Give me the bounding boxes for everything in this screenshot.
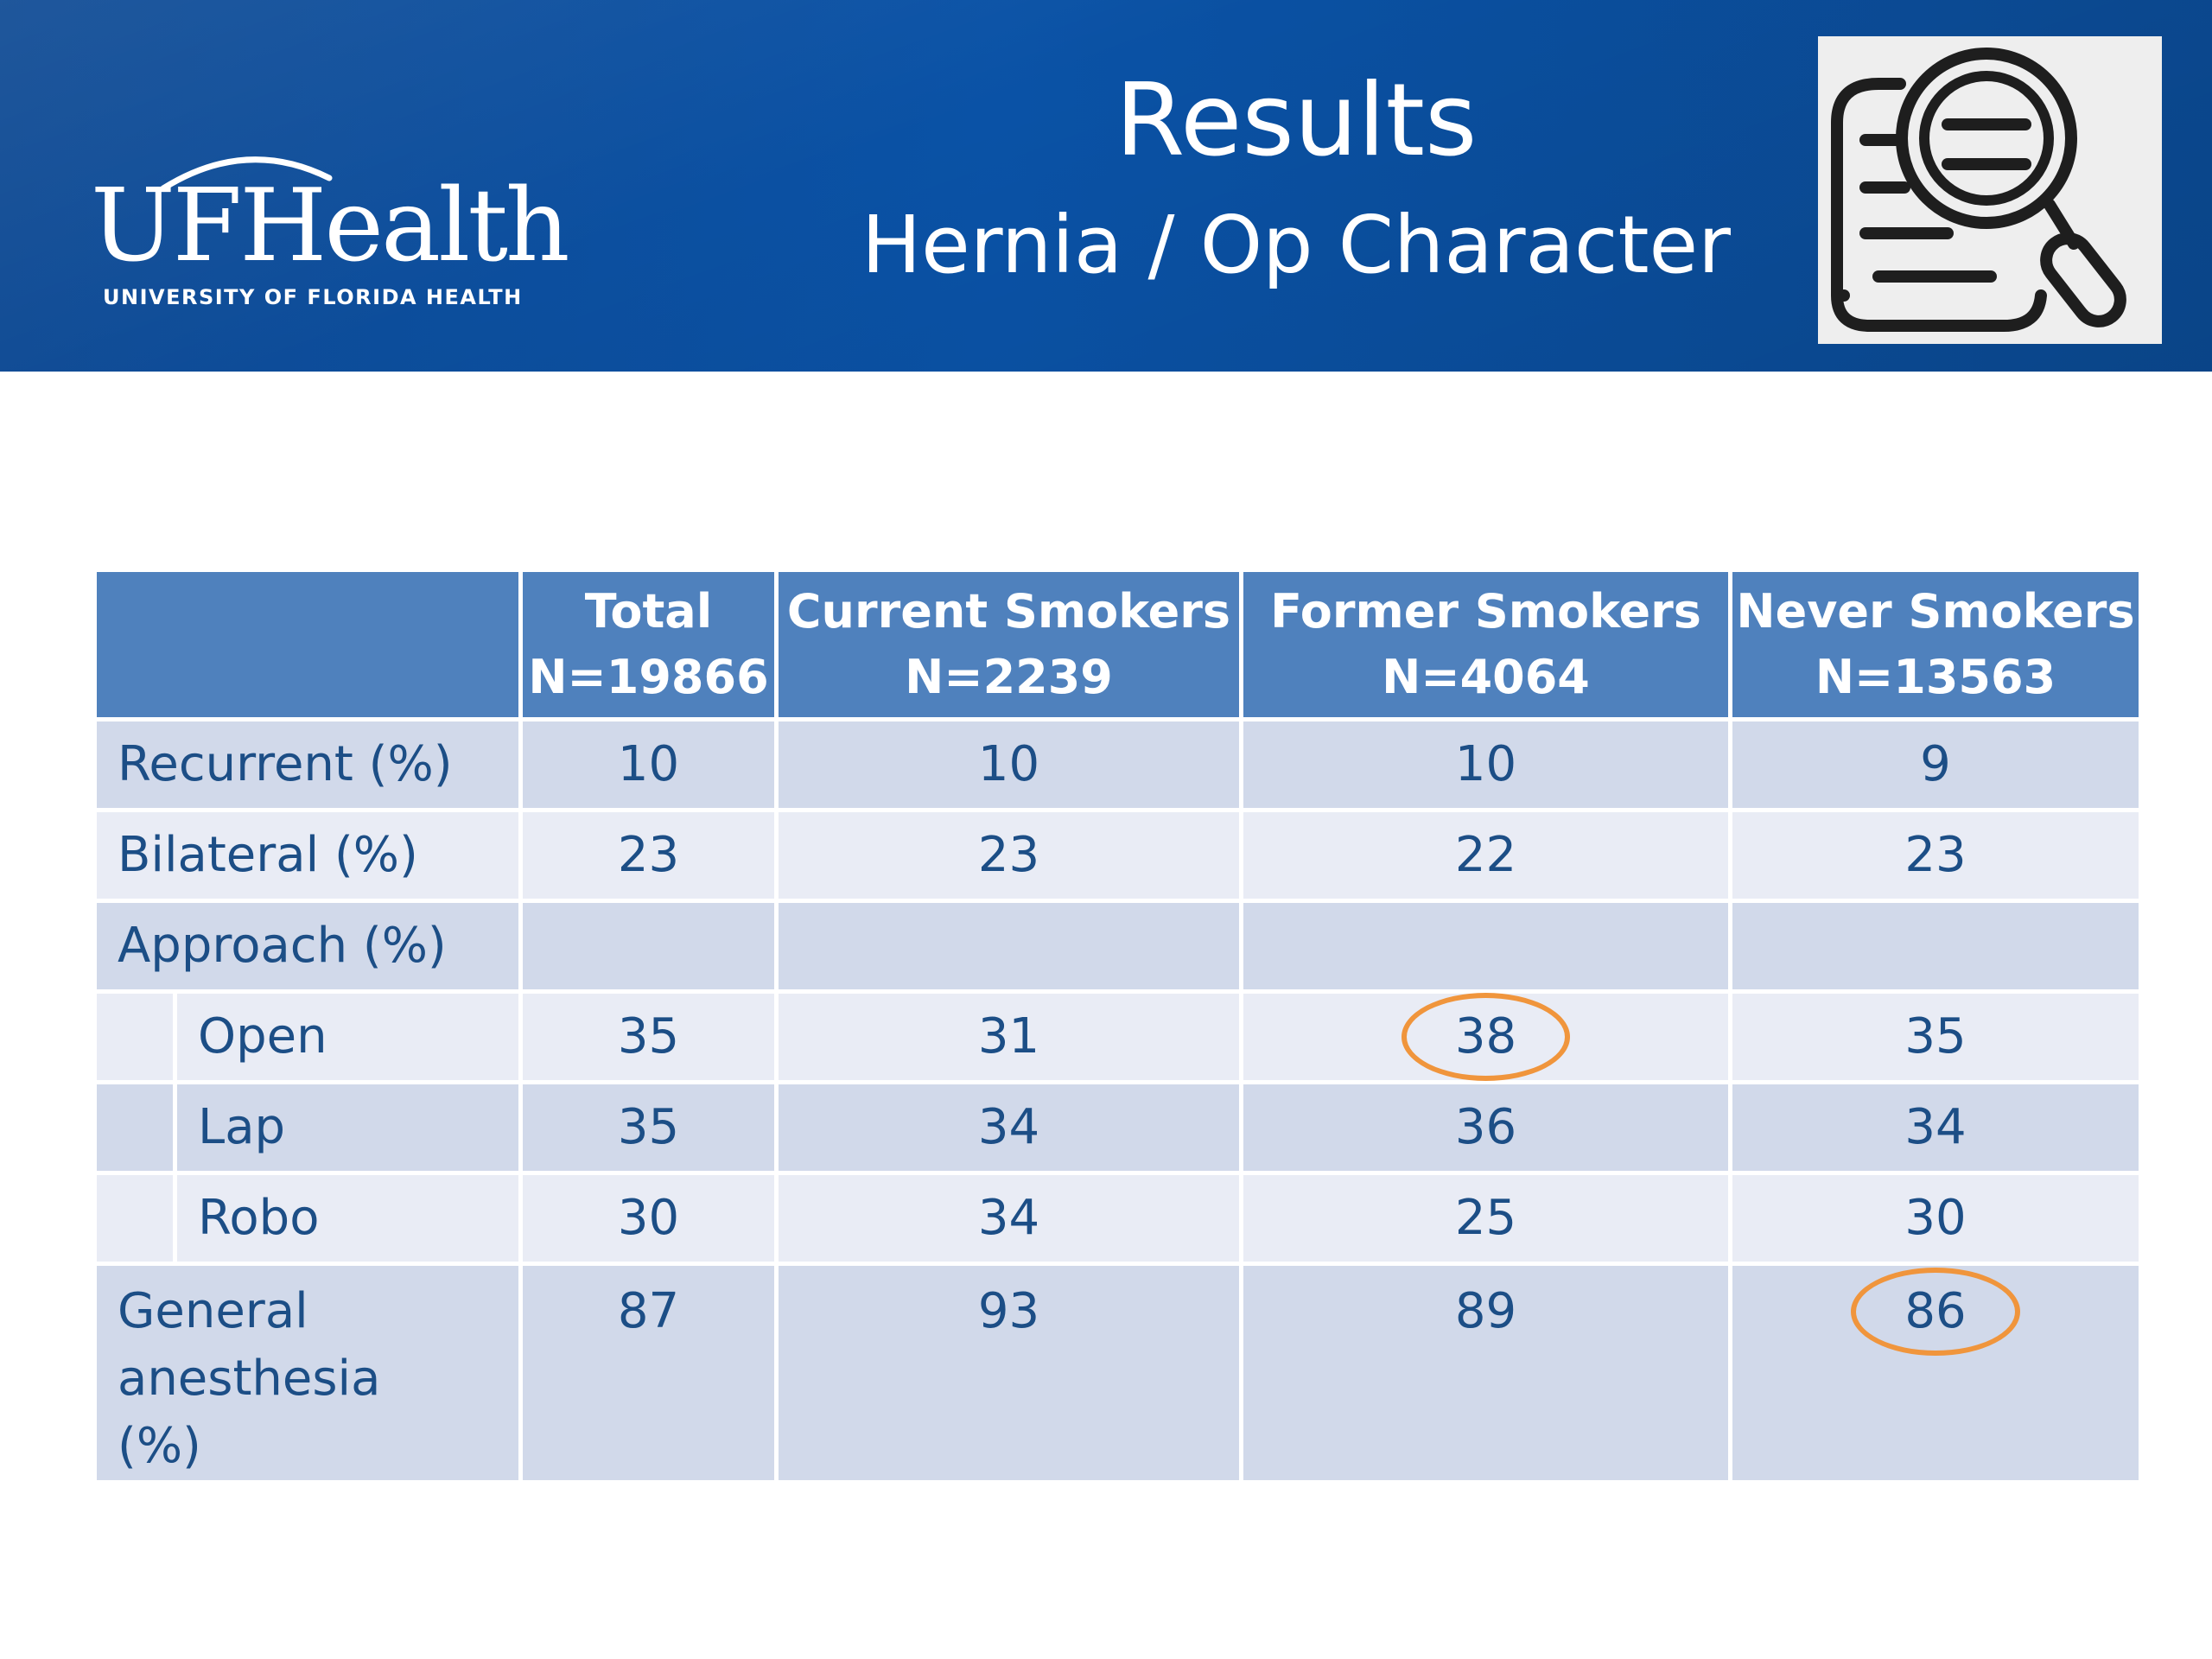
document-search-icon (1818, 36, 2162, 344)
uf-health-logo: UFHealth UNIVERSITY OF FLORIDA HEALTH (91, 149, 570, 313)
table-cell: 10 (523, 721, 779, 812)
column-header-former-smokers: Former Smokers N=4064 (1243, 572, 1732, 721)
row-label: Open (198, 1008, 327, 1065)
table-cell (523, 903, 779, 994)
table-row: Open 35 31 38 35 (97, 993, 2139, 1084)
table-cell: 22 (1243, 812, 1732, 903)
row-label: General anesthesia (%) (97, 1266, 523, 1484)
column-header-total: Total N=19866 (523, 572, 779, 721)
column-header-current-smokers: Current Smokers N=2239 (779, 572, 1243, 721)
table-cell (1732, 903, 2139, 994)
table-cell: 35 (523, 1084, 779, 1175)
row-label-cell: Lap (97, 1084, 523, 1175)
row-label-cell: Robo (97, 1175, 523, 1266)
row-label: Bilateral (%) (97, 812, 523, 903)
row-label: Approach (%) (97, 903, 523, 994)
table-cell (1243, 903, 1732, 994)
table-cell: 23 (779, 812, 1243, 903)
table-row: Lap 35 34 36 34 (97, 1084, 2139, 1175)
table-row: Approach (%) (97, 903, 2139, 994)
table-cell: 86 (1732, 1266, 2139, 1484)
table-cell: 36 (1243, 1084, 1732, 1175)
table-cell: 35 (523, 994, 779, 1084)
highlighted-value: 86 (1851, 1268, 2020, 1356)
column-header-never-smokers: Never Smokers N=13563 (1732, 572, 2139, 721)
row-label: Lap (198, 1099, 286, 1155)
results-table: Total N=19866 Current Smokers N=2239 Forme… (97, 572, 2139, 1484)
table-row: Bilateral (%) 23 23 22 23 (97, 812, 2139, 903)
header-empty-cell (97, 572, 523, 721)
page-subtitle: Hernia / Op Character (861, 199, 1731, 291)
row-label-cell: Open (97, 994, 523, 1084)
table-cell: 30 (1732, 1175, 2139, 1266)
table-cell: 34 (779, 1175, 1243, 1266)
table-cell (779, 903, 1243, 994)
table-cell: 25 (1243, 1175, 1732, 1266)
table-row: Robo 30 34 25 30 (97, 1175, 2139, 1266)
row-label: Robo (198, 1190, 320, 1246)
table-cell: 30 (523, 1175, 779, 1266)
table-cell: 23 (523, 812, 779, 903)
page-title: Results (1115, 62, 1478, 179)
row-label: Recurrent (%) (97, 721, 523, 812)
table-cell: 34 (1732, 1084, 2139, 1175)
table-cell: 38 (1243, 993, 1732, 1084)
table-row: General anesthesia (%) 87 93 89 86 (97, 1266, 2139, 1484)
table-cell: 87 (523, 1266, 779, 1484)
table-cell: 9 (1732, 721, 2139, 812)
table-cell: 34 (779, 1084, 1243, 1175)
header-banner: UFHealth UNIVERSITY OF FLORIDA HEALTH Re… (0, 0, 2212, 372)
table-cell: 10 (779, 721, 1243, 812)
table-cell: 93 (779, 1266, 1243, 1484)
highlighted-value: 38 (1401, 993, 1571, 1081)
logo-arc-icon (160, 156, 333, 192)
table-header-row: Total N=19866 Current Smokers N=2239 Forme… (97, 572, 2139, 721)
table-cell: 31 (779, 994, 1243, 1084)
table-row: Recurrent (%) 10 10 10 9 (97, 721, 2139, 812)
table-cell: 23 (1732, 812, 2139, 903)
table-cell: 35 (1732, 994, 2139, 1084)
logo-subtext: UNIVERSITY OF FLORIDA HEALTH (103, 285, 523, 309)
table-cell: 89 (1243, 1266, 1732, 1484)
logo-wordmark: UFHealth (91, 168, 570, 284)
table-cell: 10 (1243, 721, 1732, 812)
